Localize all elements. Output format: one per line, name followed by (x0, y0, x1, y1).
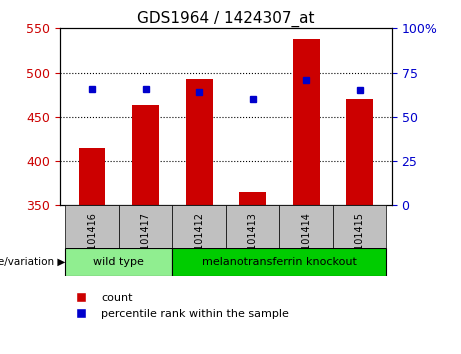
Text: GSM101412: GSM101412 (194, 212, 204, 271)
FancyBboxPatch shape (119, 205, 172, 248)
FancyBboxPatch shape (65, 205, 119, 248)
Bar (186, 79, 213, 205)
Bar (346, 99, 373, 205)
Text: genotype/variation ▶: genotype/variation ▶ (0, 257, 65, 267)
Text: GSM101414: GSM101414 (301, 212, 311, 270)
Bar (132, 105, 159, 205)
FancyBboxPatch shape (172, 248, 386, 276)
Text: GSM101417: GSM101417 (141, 212, 151, 271)
Text: GSM101416: GSM101416 (87, 212, 97, 270)
Bar (239, 192, 266, 205)
FancyBboxPatch shape (279, 205, 333, 248)
Text: GSM101415: GSM101415 (355, 212, 365, 271)
FancyBboxPatch shape (65, 248, 172, 276)
Bar (293, 39, 319, 205)
Text: wild type: wild type (94, 257, 144, 267)
FancyBboxPatch shape (172, 205, 226, 248)
Legend: count, percentile rank within the sample: count, percentile rank within the sample (65, 289, 293, 323)
Text: melanotransferrin knockout: melanotransferrin knockout (202, 257, 357, 267)
FancyBboxPatch shape (333, 205, 386, 248)
Text: GSM101413: GSM101413 (248, 212, 258, 270)
Title: GDS1964 / 1424307_at: GDS1964 / 1424307_at (137, 11, 315, 27)
FancyBboxPatch shape (226, 205, 279, 248)
Bar (79, 148, 106, 205)
